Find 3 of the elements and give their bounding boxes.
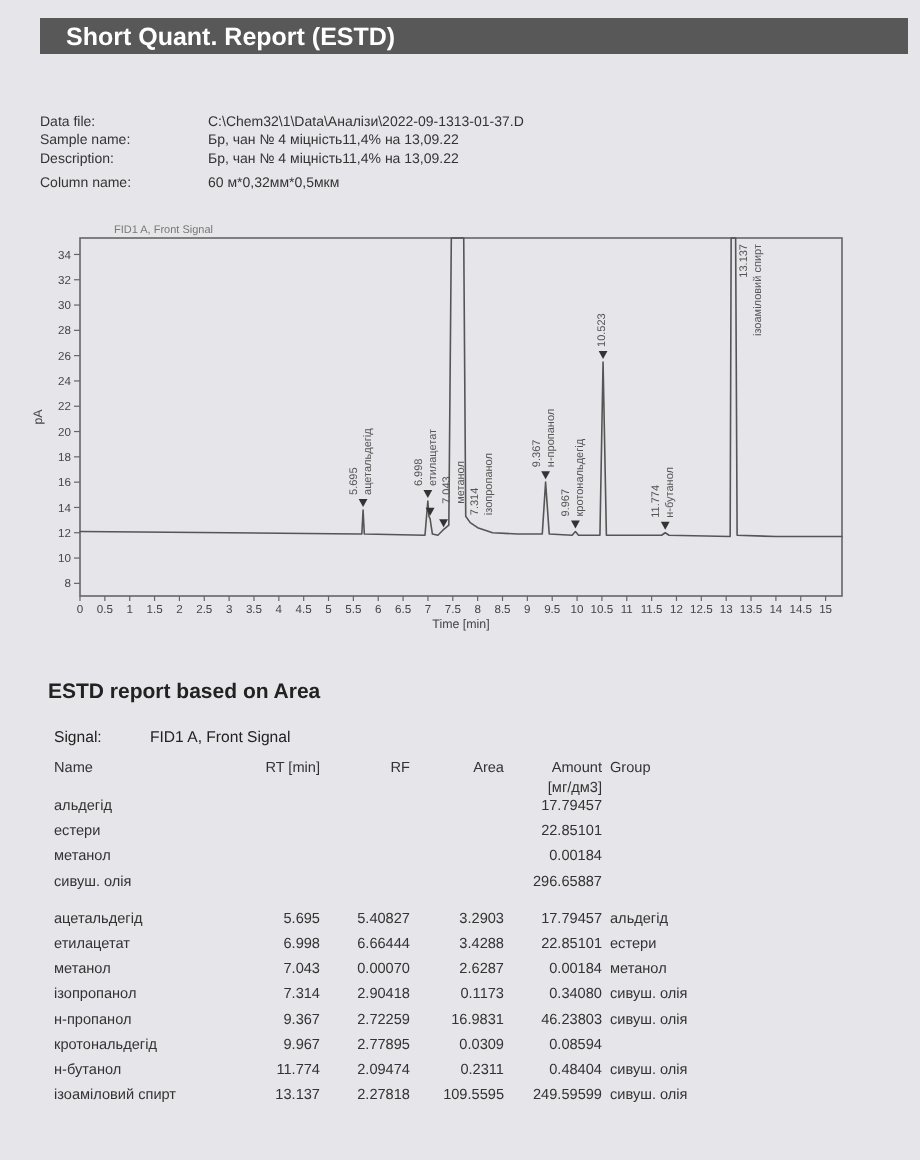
text: ESTD report based on Area	[48, 680, 321, 704]
chart-title: Short Quant. Report (ESTD)	[66, 23, 396, 51]
line-series	[79, 237, 843, 538]
